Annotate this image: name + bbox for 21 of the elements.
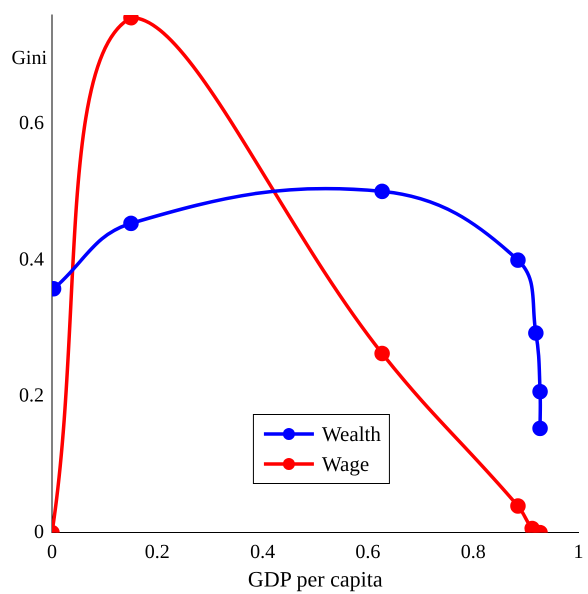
y-tick-label: 0.6	[19, 112, 44, 134]
point	[528, 325, 544, 341]
y-tick-label: 0.4	[19, 248, 44, 270]
legend-label: Wealth	[322, 421, 381, 448]
point	[510, 252, 526, 268]
x-tick-label: 0.6	[355, 540, 380, 563]
y-tick-label: 0.2	[19, 384, 44, 407]
point	[510, 498, 526, 514]
x-axis-title: GDP per capita	[248, 566, 383, 592]
x-tick-label: 1	[574, 540, 584, 563]
point	[374, 184, 390, 200]
x-tick-label: 0.2	[144, 540, 170, 563]
x-tick-label: 0.4	[250, 540, 276, 563]
point	[532, 420, 548, 436]
x-tick-label: 0.8	[460, 540, 486, 563]
legend-label: Wage	[322, 451, 370, 478]
y-axis-title: Gini	[11, 47, 48, 70]
y-tick-label: 0	[34, 520, 44, 543]
point	[374, 346, 390, 362]
point	[123, 216, 139, 232]
point	[532, 384, 548, 400]
